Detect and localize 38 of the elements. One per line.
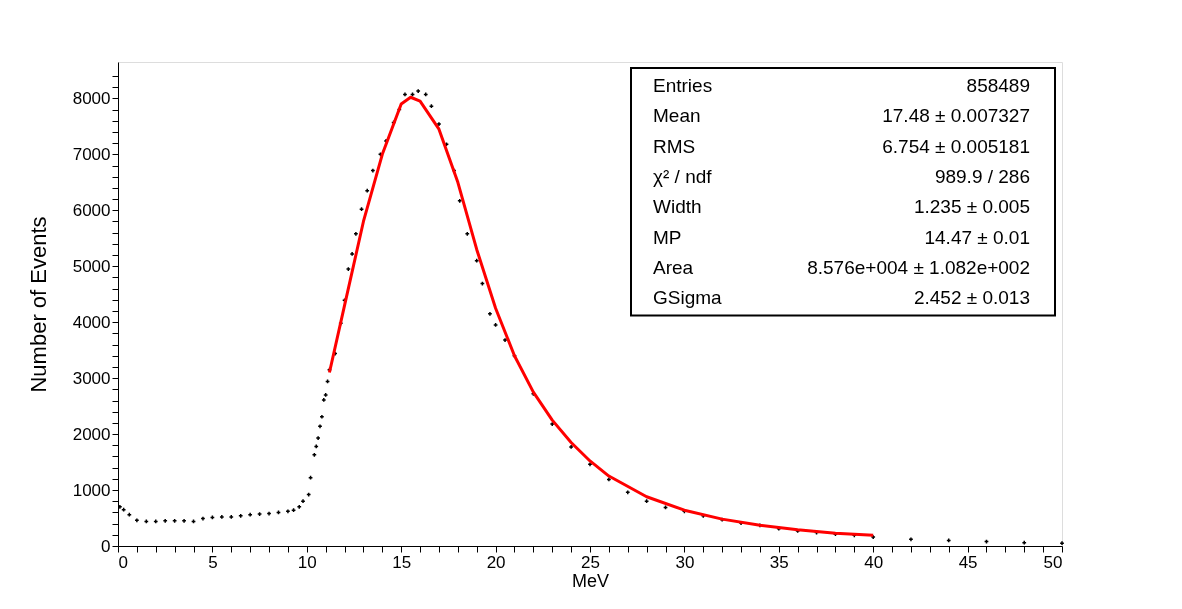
y-tick-label: 6000 — [72, 200, 111, 220]
y-tick-label: 3000 — [72, 368, 111, 388]
annotation: Entries — [653, 75, 713, 97]
annotation: 989.9 / 286 — [934, 166, 1030, 188]
y-tick-label: 8000 — [72, 88, 111, 108]
x-tick-label: 15 — [392, 552, 412, 572]
x-tick-label: 35 — [769, 552, 789, 572]
annotation: 14.47 ± 0.01 — [924, 226, 1030, 248]
y-tick-label: 0 — [101, 536, 111, 556]
x-tick-label: 5 — [208, 552, 218, 572]
x-tick-label: 10 — [297, 552, 317, 572]
y-tick-label: 5000 — [72, 256, 111, 276]
annotation: 17.48 ± 0.007327 — [882, 105, 1030, 127]
annotation: MP — [653, 226, 682, 248]
y-tick-label: 7000 — [72, 144, 111, 164]
x-tick-label: 45 — [958, 552, 978, 572]
x-tick-label: 20 — [486, 552, 506, 572]
y-tick-label: 2000 — [72, 424, 111, 444]
annotation: Width — [653, 196, 702, 218]
x-tick-label: 30 — [675, 552, 695, 572]
y-axis-title: Number of Events — [25, 216, 51, 393]
x-tick-label: 0 — [118, 552, 128, 572]
annotation: 2.452 ± 0.013 — [913, 287, 1030, 309]
annotation: χ² / ndf — [653, 166, 713, 188]
annotation: Mean — [653, 105, 701, 127]
x-axis-title: MeV — [571, 570, 610, 591]
annotation: Area — [653, 256, 694, 278]
annotation: 8.576e+004 ± 1.082e+002 — [807, 256, 1030, 278]
annotation: 1.235 ± 0.005 — [913, 196, 1030, 218]
annotation: RMS — [653, 135, 696, 157]
x-tick-label: 40 — [864, 552, 884, 572]
x-tick-label: 25 — [581, 552, 600, 572]
annotation: 6.754 ± 0.005181 — [882, 135, 1030, 157]
x-tick-label: 50 — [1043, 552, 1063, 572]
y-tick-label: 1000 — [72, 480, 111, 500]
annotation: GSigma — [653, 287, 723, 309]
y-tick-label: 4000 — [72, 312, 111, 332]
annotation: 858489 — [966, 75, 1030, 97]
